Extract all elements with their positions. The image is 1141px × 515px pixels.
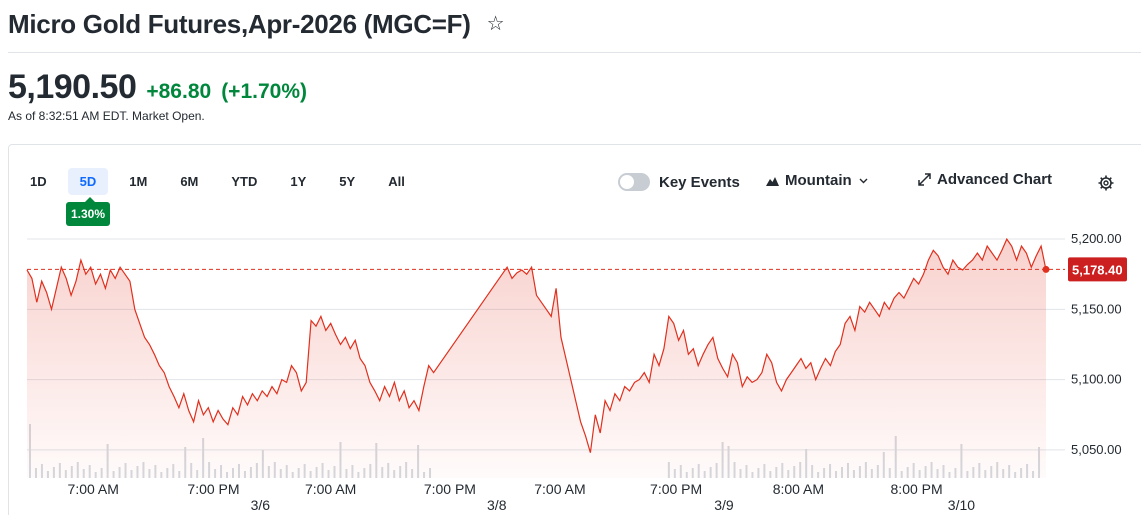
expand-icon xyxy=(918,173,931,186)
current-price-label: 5,178.40 xyxy=(1072,262,1123,277)
page-title: Micro Gold Futures,Apr-2026 (MGC=F) xyxy=(8,8,471,39)
current-price: 5,190.50 xyxy=(8,68,137,106)
date-label: 3/6 xyxy=(251,497,271,513)
chart-type-label: Mountain xyxy=(785,172,852,189)
range-5d[interactable]: 5D xyxy=(67,167,109,195)
current-price-dot xyxy=(1042,265,1050,273)
star-icon[interactable]: ☆ xyxy=(486,13,505,35)
advanced-chart-button[interactable]: Advanced Chart xyxy=(918,171,1052,188)
key-events-toggle[interactable]: Key Events xyxy=(618,170,740,194)
x-tick-label: 7:00 PM xyxy=(187,481,239,497)
toggle-knob xyxy=(620,175,634,189)
range-selector: 1D 5D 1M 6M YTD 1Y 5Y All xyxy=(24,167,432,195)
y-tick-label: 5,150.00 xyxy=(1071,301,1122,316)
toggle-switch[interactable] xyxy=(618,173,650,191)
price-line xyxy=(26,237,1047,453)
date-label: 3/9 xyxy=(714,497,734,513)
divider xyxy=(8,52,1141,53)
range-1d[interactable]: 1D xyxy=(30,173,47,189)
price-change: +86.80 xyxy=(146,80,212,103)
y-tick-label: 5,200.00 xyxy=(1071,231,1122,246)
gear-icon[interactable] xyxy=(1098,175,1114,191)
key-events-label: Key Events xyxy=(659,173,740,191)
x-tick-label: 7:00 AM xyxy=(68,481,119,497)
range-all[interactable]: All xyxy=(388,173,405,189)
chevron-down-icon xyxy=(859,178,868,183)
range-1y[interactable]: 1Y xyxy=(290,173,307,189)
x-tick-label: 8:00 AM xyxy=(773,481,824,497)
chart-card xyxy=(8,144,1141,515)
x-tick-label: 8:00 PM xyxy=(891,481,943,497)
range-6m[interactable]: 6M xyxy=(180,173,199,189)
range-change-badge: 1.30% xyxy=(66,197,111,226)
current-price-label-box xyxy=(1068,257,1127,282)
y-tick-label: 5,050.00 xyxy=(1071,442,1122,457)
x-axis: 7:00 AM 7:00 PM 7:00 AM 7:00 PM 7:00 AM 7:00 … xyxy=(68,481,976,513)
price-area xyxy=(27,239,1046,478)
x-tick-label: 7:00 PM xyxy=(650,481,702,497)
price-change-percent: (+1.70%) xyxy=(221,80,307,103)
date-label: 3/10 xyxy=(948,497,975,513)
title-row: Micro Gold Futures,Apr-2026 (MGC=F) ☆ xyxy=(8,6,505,42)
mountain-icon xyxy=(766,176,779,186)
x-tick-label: 7:00 AM xyxy=(534,481,585,497)
market-status: As of 8:32:51 AM EDT. Market Open. xyxy=(8,109,205,123)
range-5y[interactable]: 5Y xyxy=(339,173,356,189)
range-ytd[interactable]: YTD xyxy=(231,173,258,189)
chart-type-dropdown[interactable]: Mountain xyxy=(766,172,868,189)
quote-row: 5,190.50 +86.80 (+1.70%) xyxy=(8,68,307,107)
advanced-chart-label: Advanced Chart xyxy=(937,171,1053,188)
date-label: 3/8 xyxy=(487,497,507,513)
x-tick-label: 7:00 PM xyxy=(424,481,476,497)
range-1m[interactable]: 1M xyxy=(129,173,148,189)
y-axis: 5,200.00 5,150.00 5,100.00 5,050.00 xyxy=(1071,231,1122,457)
y-tick-label: 5,100.00 xyxy=(1071,372,1122,387)
x-tick-label: 7:00 AM xyxy=(305,481,356,497)
